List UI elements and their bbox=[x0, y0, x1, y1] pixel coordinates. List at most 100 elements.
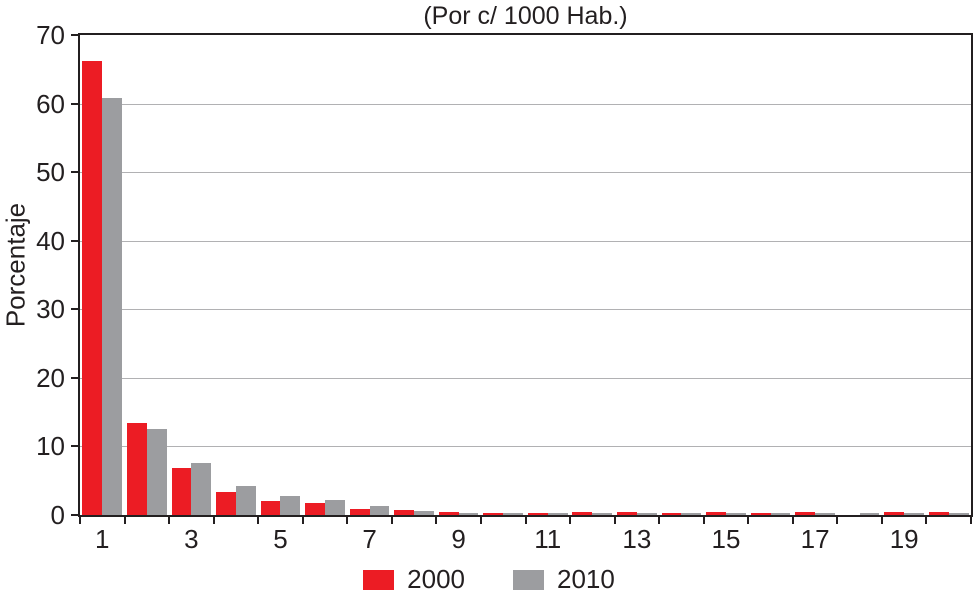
bar-2000-x8 bbox=[394, 509, 415, 515]
legend-label-2010: 2010 bbox=[557, 564, 615, 594]
x-tick-5 bbox=[257, 515, 260, 524]
legend-swatch-2010 bbox=[513, 569, 544, 590]
category-slot-14 bbox=[658, 35, 704, 524]
y-tick-60 bbox=[71, 102, 80, 105]
bar-2010-x5 bbox=[280, 495, 301, 515]
y-tick-10 bbox=[71, 445, 80, 448]
bar-2010-x15 bbox=[725, 512, 746, 515]
legend-label-2000: 2000 bbox=[407, 564, 465, 594]
y-tick-50 bbox=[71, 171, 80, 174]
x-tick-18 bbox=[836, 515, 839, 524]
y-tick-label-10: 10 bbox=[36, 431, 65, 462]
bar-2010-x7 bbox=[369, 505, 390, 515]
legend: 2000 2010 bbox=[0, 564, 978, 594]
category-slot-18 bbox=[836, 35, 882, 524]
bar-2010-x16 bbox=[770, 512, 791, 515]
x-tick-8 bbox=[390, 515, 393, 524]
category-slot-8 bbox=[390, 35, 437, 524]
bar-2000-x10 bbox=[483, 512, 504, 515]
y-tick-0 bbox=[71, 514, 80, 516]
x-tick-1 bbox=[79, 515, 81, 524]
y-tick-label-50: 50 bbox=[36, 157, 65, 188]
x-tick-label-9: 9 bbox=[451, 524, 466, 554]
category-slot-10 bbox=[479, 35, 526, 524]
bar-2010-x2 bbox=[146, 429, 167, 515]
x-tick-label-5: 5 bbox=[273, 524, 288, 554]
x-tick-label-13: 13 bbox=[622, 524, 652, 554]
bar-2010-x1 bbox=[102, 98, 123, 515]
x-tick-label-19: 19 bbox=[889, 524, 919, 554]
x-tick-label-17: 17 bbox=[800, 524, 830, 554]
x-tick-6 bbox=[301, 515, 304, 524]
gridline-20 bbox=[80, 377, 971, 379]
bar-2010-x10 bbox=[503, 512, 524, 515]
y-tick-label-40: 40 bbox=[36, 225, 65, 256]
bar-2000-x19 bbox=[884, 512, 905, 515]
category-slot-9: 9 bbox=[435, 35, 481, 554]
category-slot-19: 19 bbox=[880, 35, 927, 554]
gridline-60 bbox=[80, 103, 971, 105]
x-tick-4 bbox=[212, 515, 215, 524]
x-tick-16 bbox=[747, 515, 750, 524]
category-slot-15: 15 bbox=[702, 35, 749, 554]
bar-2010-x13 bbox=[636, 512, 657, 515]
gridline-10 bbox=[80, 446, 971, 448]
category-slot-11: 11 bbox=[524, 35, 571, 554]
x-tick-17 bbox=[791, 515, 794, 524]
x-tick-3 bbox=[168, 515, 171, 524]
gridline-30 bbox=[80, 309, 971, 311]
category-slot-16 bbox=[747, 35, 793, 524]
bar-2000-x12 bbox=[572, 512, 593, 515]
x-tick-end bbox=[969, 515, 972, 524]
category-slot-1: 1 bbox=[79, 35, 125, 554]
category-slot-20 bbox=[925, 35, 972, 524]
bar-2000-x14 bbox=[661, 512, 682, 515]
bar-2010-x11 bbox=[547, 512, 568, 515]
chart-title: (Por c/ 1000 Hab.) bbox=[423, 2, 628, 30]
x-tick-label-11: 11 bbox=[534, 524, 562, 554]
y-axis-title: Porcentaje bbox=[0, 202, 31, 328]
y-tick-label-60: 60 bbox=[36, 88, 65, 119]
category-slot-3: 3 bbox=[168, 35, 214, 554]
x-tick-10 bbox=[479, 515, 482, 524]
y-tick-label-70: 70 bbox=[36, 20, 65, 50]
bar-2000-x3 bbox=[171, 467, 192, 515]
bar-2010-x4 bbox=[235, 486, 256, 515]
bar-2000-x17 bbox=[795, 512, 816, 515]
x-tick-label-1: 1 bbox=[95, 524, 110, 554]
x-tick-12 bbox=[569, 515, 572, 524]
category-slot-7: 7 bbox=[346, 35, 392, 554]
x-tick-label-7: 7 bbox=[362, 524, 377, 554]
bar-2000-x6 bbox=[305, 502, 325, 515]
x-tick-20 bbox=[925, 515, 928, 524]
x-tick-15 bbox=[702, 515, 705, 524]
category-slot-13: 13 bbox=[613, 35, 660, 554]
x-tick-13 bbox=[613, 515, 616, 524]
bar-2000-x2 bbox=[126, 423, 147, 515]
legend-swatch-2000 bbox=[363, 569, 395, 590]
x-tick-19 bbox=[880, 515, 883, 524]
y-tick-label-20: 20 bbox=[36, 362, 65, 393]
plot-area: 0 10 20 30 40 50 60 70 1 3 5 7 9 11 13 15 17 19 bbox=[36, 22, 973, 554]
bar-2000-x20 bbox=[928, 512, 949, 515]
category-slot-5: 5 bbox=[257, 35, 303, 554]
y-tick-label-30: 30 bbox=[36, 294, 65, 325]
bar-2010-x8 bbox=[414, 510, 434, 515]
gridline-50 bbox=[80, 172, 971, 174]
bar-2000-x9 bbox=[438, 512, 459, 515]
bar-2000-x1 bbox=[82, 61, 103, 515]
gridline-40 bbox=[80, 240, 971, 242]
y-tick-20 bbox=[71, 376, 80, 379]
legend-item-2000: 2000 bbox=[363, 564, 465, 594]
category-slot-17: 17 bbox=[791, 35, 838, 554]
x-tick-14 bbox=[658, 515, 661, 524]
legend-item-2010: 2010 bbox=[513, 564, 615, 594]
x-tick-label-15: 15 bbox=[711, 524, 741, 554]
bar-2000-x15 bbox=[706, 512, 726, 515]
x-tick-9 bbox=[435, 515, 438, 524]
bar-2010-x14 bbox=[681, 512, 702, 515]
category-slot-2 bbox=[123, 35, 170, 524]
x-tick-7 bbox=[346, 515, 349, 524]
bar-2010-x17 bbox=[815, 512, 835, 515]
category-slot-6 bbox=[301, 35, 348, 524]
